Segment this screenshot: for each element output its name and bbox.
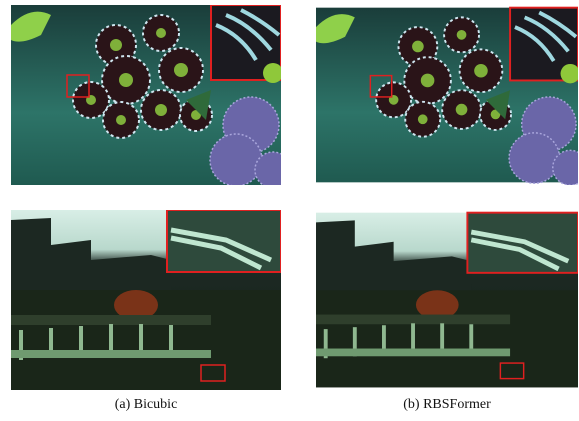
caption: (b) RBSFormer [403, 397, 491, 412]
image-rbsformer-street [316, 213, 578, 388]
image-bicubic-flowers [11, 5, 291, 188]
caption: (a) Bicubic [115, 397, 178, 412]
image-bicubic-street [11, 210, 281, 390]
figure: (a) Bicubic (b) RBSFormer [0, 0, 579, 421]
image-rbsformer-flowers [316, 8, 579, 186]
